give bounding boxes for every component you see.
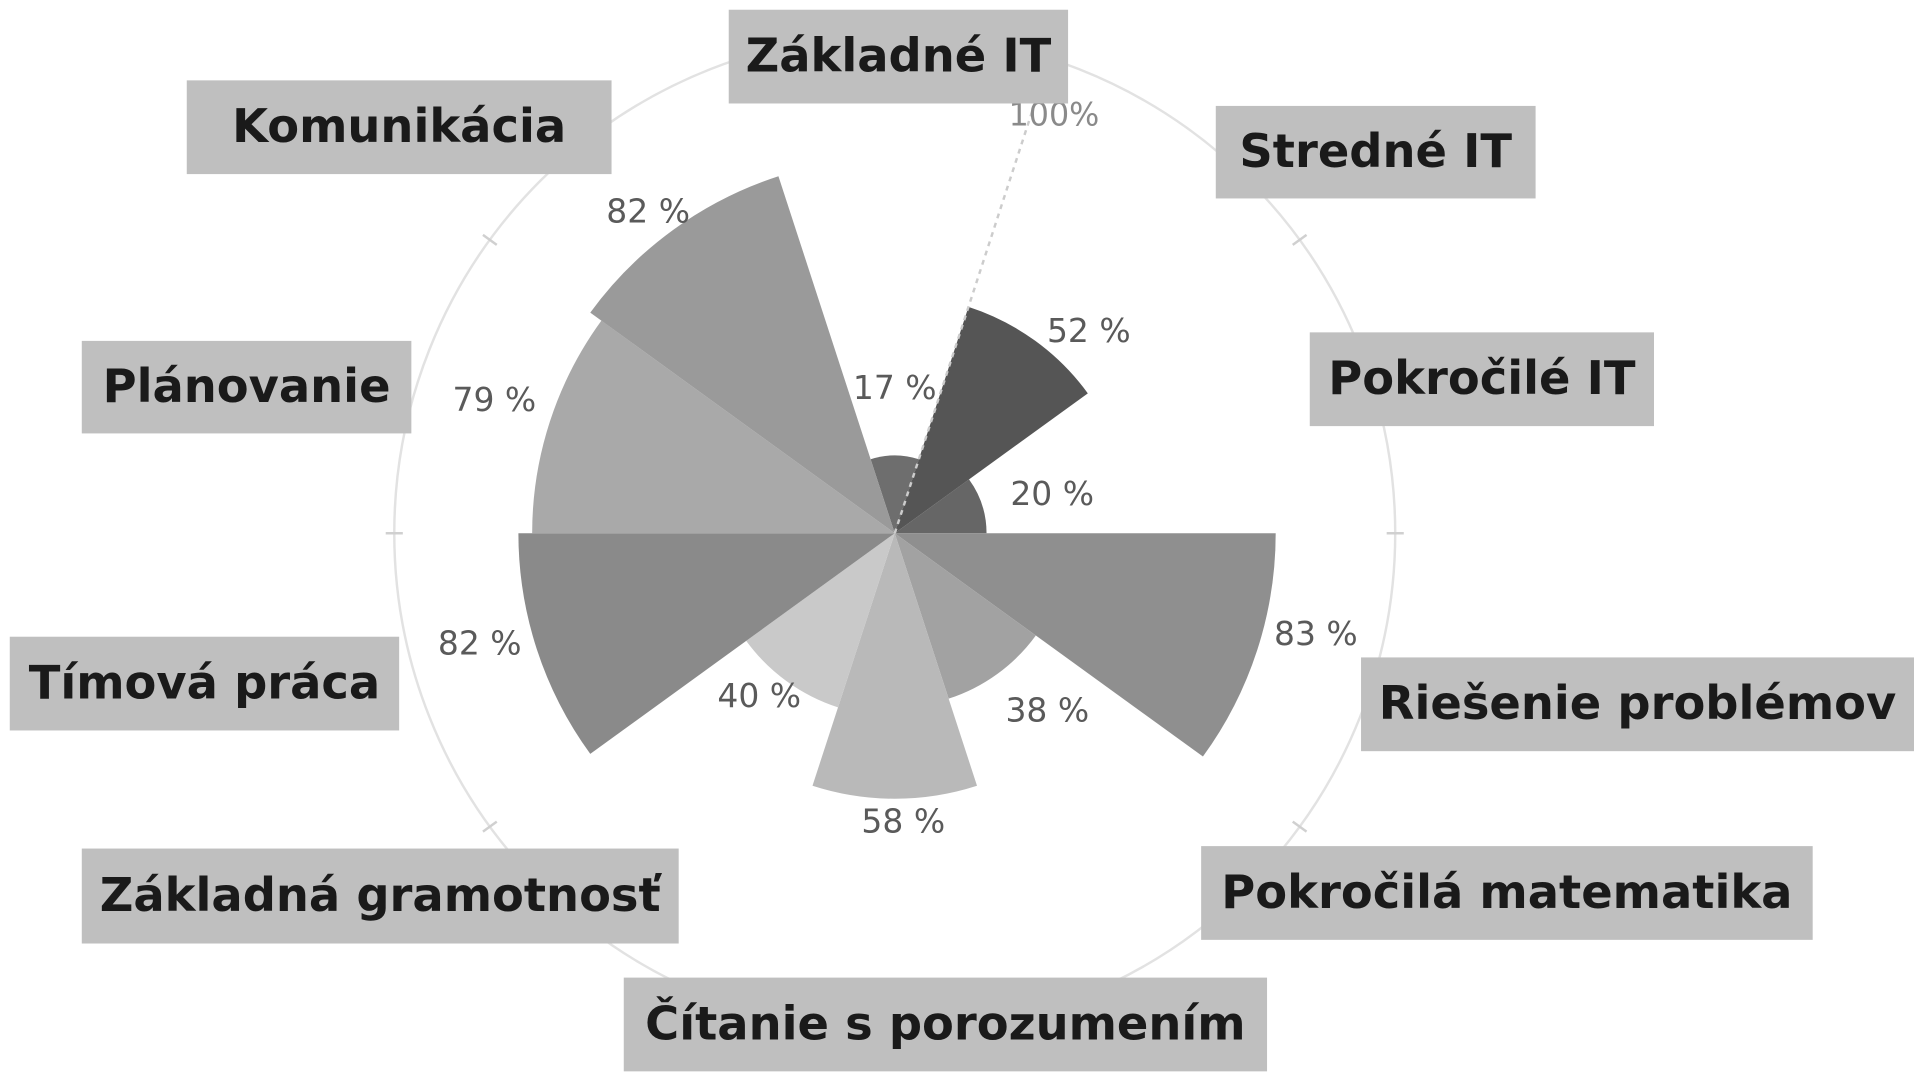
value-label: 38 % xyxy=(1005,691,1089,730)
value-label: 82 % xyxy=(438,624,522,663)
sector xyxy=(590,176,895,534)
category-box xyxy=(1215,105,1536,199)
value-label: 20 % xyxy=(1010,474,1094,513)
value-label: 52 % xyxy=(1047,311,1131,350)
category-box xyxy=(728,9,1069,104)
ring-tick xyxy=(1292,233,1308,246)
ring-tick xyxy=(1292,820,1308,833)
category-label: Základná gramotnosť xyxy=(100,868,663,922)
category-box xyxy=(1201,846,1813,940)
radial-grid-line xyxy=(893,97,1038,534)
category-box xyxy=(1309,332,1654,427)
category-label: Pokročilá matematika xyxy=(1221,865,1792,919)
category-label: Tímová práca xyxy=(29,656,381,710)
category-label: Plánovanie xyxy=(103,359,391,413)
sector xyxy=(746,533,895,708)
sector xyxy=(894,479,987,534)
category-box xyxy=(81,848,679,944)
value-label: 79 % xyxy=(453,380,537,419)
value-label: 17 % xyxy=(853,368,937,407)
category-label: Základné IT xyxy=(746,29,1052,83)
category-label: Pokročilé IT xyxy=(1328,351,1636,405)
category-box xyxy=(186,80,612,175)
sector xyxy=(532,320,895,534)
ring-tick xyxy=(482,233,498,246)
category-box xyxy=(81,340,412,434)
category-label: Komunikácia xyxy=(232,99,566,153)
category-label: Čítanie s porozumením xyxy=(645,996,1245,1050)
value-label: 82 % xyxy=(606,192,690,231)
category-box xyxy=(623,977,1268,1072)
ring-tick xyxy=(482,820,498,833)
sector xyxy=(518,533,895,754)
sector xyxy=(894,306,1088,534)
value-label: 83 % xyxy=(1274,614,1358,653)
sector xyxy=(870,455,919,534)
category-label: Riešenie problémov xyxy=(1379,676,1896,730)
value-label: 58 % xyxy=(861,802,945,841)
sector xyxy=(894,533,1276,757)
sector xyxy=(894,533,1036,699)
category-box xyxy=(9,636,400,731)
sector xyxy=(812,533,978,799)
category-label: Stredné IT xyxy=(1239,124,1512,178)
value-label: 40 % xyxy=(717,676,801,715)
category-box xyxy=(1361,657,1914,752)
